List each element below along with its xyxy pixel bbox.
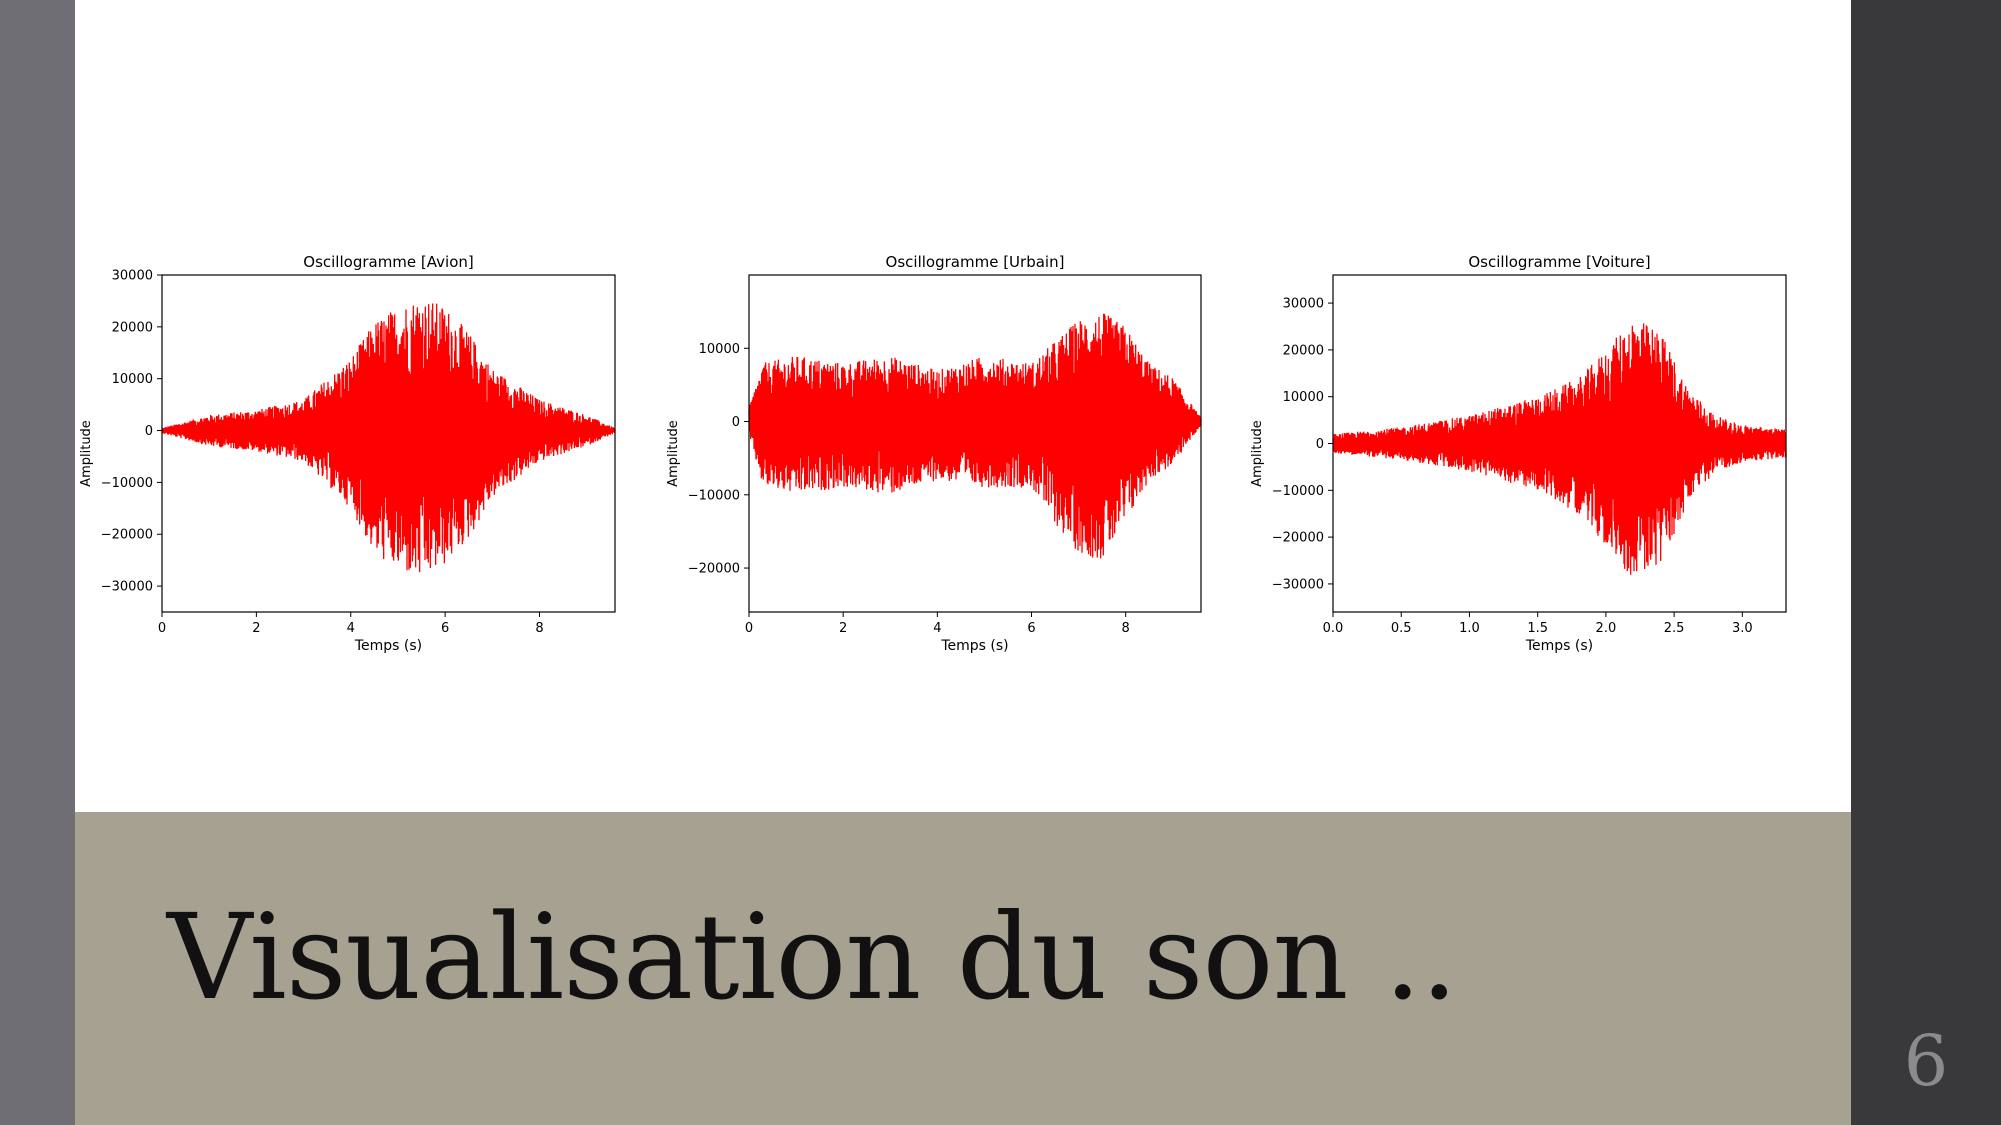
x-tick-label: 6	[441, 621, 449, 636]
y-tick-label: 0	[145, 424, 153, 439]
y-tick-label: 30000	[1283, 297, 1324, 312]
chart-title: Oscillogramme [Urbain]	[886, 253, 1065, 271]
signal-waveform	[748, 313, 1202, 559]
right-side-panel	[1851, 0, 2001, 1125]
plot-frame	[161, 274, 616, 613]
y-tick-label: −30000	[1272, 577, 1324, 592]
x-tick-label: 1.5	[1527, 621, 1548, 636]
y-tick-label: −30000	[101, 580, 153, 595]
y-tick-label: 10000	[1283, 390, 1324, 405]
x-tick-label: 0	[745, 621, 753, 636]
x-tick-label: 4	[933, 621, 941, 636]
y-tick-label: 0	[1316, 437, 1324, 452]
y-axis-label: Amplitude	[666, 420, 681, 487]
chart-urbain: 0 2 4 6 8 10000 0 −10000 −20000 Oscillogramme […	[666, 253, 1202, 654]
y-tick-label: 10000	[112, 372, 153, 387]
y-tick-label: −10000	[688, 488, 740, 503]
oscillogram-charts: 0 2 4 6 8 30000 20000 10000 0 −10000 −20000 −30000…	[79, 253, 1787, 654]
x-ticks: 0 2 4 6 8	[158, 612, 544, 636]
x-ticks: 0 2 4 6 8	[745, 612, 1130, 636]
x-axis-label: Temps (s)	[1525, 638, 1593, 654]
y-tick-label: −10000	[101, 476, 153, 491]
chart-title: Oscillogramme [Avion]	[303, 253, 473, 271]
plot-frame	[1332, 274, 1787, 613]
y-ticks: 30000 20000 10000 0 −10000 −20000 −30000	[101, 269, 162, 595]
y-tick-label: 10000	[699, 342, 740, 357]
slide-number: 6	[1903, 1020, 1949, 1102]
x-tick-label: 2.0	[1596, 621, 1617, 636]
x-axis-label: Temps (s)	[354, 638, 422, 654]
x-tick-label: 2	[839, 621, 847, 636]
x-tick-label: 2	[252, 621, 260, 636]
y-axis-label: Amplitude	[79, 420, 94, 487]
chart-voiture: 0.0 0.5 1.0 1.5 2.0 2.5 3.0 30000 20000 10000 0 −1…	[1250, 253, 1787, 654]
x-tick-label: 2.5	[1664, 621, 1685, 636]
y-tick-label: −10000	[1272, 484, 1324, 499]
x-tick-label: 8	[1122, 621, 1130, 636]
x-tick-label: 0	[158, 621, 166, 636]
y-ticks: 30000 20000 10000 0 −10000 −20000 −30000	[1272, 297, 1333, 592]
x-axis-label: Temps (s)	[940, 638, 1008, 654]
x-tick-label: 4	[347, 621, 355, 636]
chart-avion: 0 2 4 6 8 30000 20000 10000 0 −10000 −20000 −30000…	[79, 253, 616, 654]
x-tick-label: 0.0	[1323, 621, 1344, 636]
x-tick-label: 0.5	[1391, 621, 1412, 636]
title-band	[75, 812, 1851, 1125]
x-tick-label: 8	[535, 621, 543, 636]
chart-title: Oscillogramme [Voiture]	[1468, 253, 1650, 271]
y-tick-label: 20000	[1283, 343, 1324, 358]
x-tick-label: 3.0	[1732, 621, 1753, 636]
y-tick-label: 20000	[112, 320, 153, 335]
left-border-strip	[0, 0, 75, 1125]
signal-waveform	[161, 303, 616, 573]
y-ticks: 10000 0 −10000 −20000	[688, 342, 749, 577]
y-tick-label: −20000	[688, 562, 740, 577]
y-tick-label: −20000	[101, 528, 153, 543]
y-tick-label: −20000	[1272, 531, 1324, 546]
y-tick-label: 30000	[112, 269, 153, 284]
x-ticks: 0.0 0.5 1.0 1.5 2.0 2.5 3.0	[1323, 612, 1753, 636]
signal-waveform	[1332, 323, 1787, 575]
plot-frame	[748, 274, 1202, 613]
x-tick-label: 6	[1027, 621, 1035, 636]
y-tick-label: 0	[732, 415, 740, 430]
y-axis-label: Amplitude	[1250, 420, 1265, 487]
slide-title: Visualisation du son ..	[167, 888, 1458, 1026]
x-tick-label: 1.0	[1459, 621, 1480, 636]
